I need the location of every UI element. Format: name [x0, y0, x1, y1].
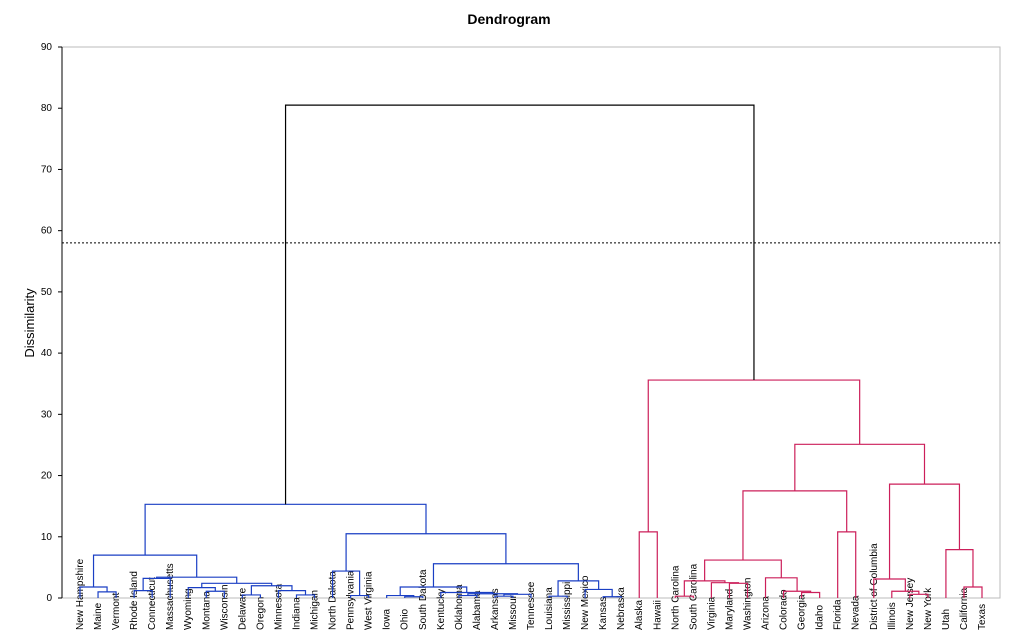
link	[345, 533, 507, 572]
leaf-label: Nevada	[851, 595, 862, 630]
leaf-label: Wyoming	[183, 588, 194, 630]
link	[205, 590, 225, 598]
leaf-label: Arkansas	[490, 588, 501, 630]
leaf-label: Indiana	[291, 597, 302, 630]
leaf-label: Illinois	[887, 602, 898, 630]
link	[888, 483, 961, 580]
y-tick-label: 90	[41, 42, 53, 53]
leaf-label: Georgia	[797, 594, 808, 630]
leaf-label: Ohio	[400, 608, 411, 630]
y-tick-label: 60	[41, 226, 53, 237]
link	[764, 577, 798, 598]
link	[92, 554, 198, 587]
leaf-label: Nebraska	[616, 587, 627, 630]
leaf-label: Alaska	[634, 600, 645, 630]
y-tick-label: 30	[41, 409, 53, 420]
link	[782, 590, 812, 598]
y-axis-label: Dissimilarity	[22, 288, 37, 358]
leaf-label: New York	[923, 587, 934, 630]
link	[638, 531, 658, 598]
link	[144, 503, 427, 556]
leaf-label: Colorado	[779, 589, 790, 630]
leaf-label: Idaho	[815, 605, 826, 630]
leaf-label: Connecticut	[147, 577, 158, 630]
leaf-label: Louisiana	[544, 587, 555, 630]
leaf-label: Hawaii	[652, 600, 663, 630]
leaf-label: Montana	[201, 591, 212, 630]
link	[557, 580, 600, 597]
chart-title: Dendrogram	[467, 11, 550, 27]
leaf-label: Alabama	[472, 590, 483, 630]
link	[250, 585, 293, 595]
y-tick-label: 40	[41, 348, 53, 359]
leaf-label: Tennessee	[526, 581, 537, 630]
y-tick-label: 80	[41, 103, 53, 114]
leaf-label: California	[959, 587, 970, 630]
link	[891, 590, 920, 598]
leaf-label: Virginia	[706, 596, 717, 630]
leaf-label: Wisconsin	[219, 584, 230, 630]
leaf-label: Kansas	[598, 597, 609, 630]
leaf-label: Texas	[977, 604, 988, 630]
link	[284, 104, 755, 505]
leaf-label: Oklahoma	[454, 584, 465, 630]
leaf-label: New Jersey	[905, 578, 916, 630]
link	[647, 379, 861, 532]
link	[742, 490, 848, 561]
y-tick-label: 20	[41, 471, 53, 482]
leaf-label: Vermont	[111, 593, 122, 630]
link	[683, 580, 726, 597]
leaf-label: Rhode Island	[129, 571, 140, 630]
plot-frame	[61, 46, 1001, 599]
leaf-label: Florida	[833, 599, 844, 630]
link	[432, 563, 579, 587]
link	[837, 531, 857, 598]
link	[241, 594, 261, 598]
link	[503, 593, 532, 598]
leaf-label: Maine	[93, 602, 104, 630]
leaf-label: Oregon	[255, 597, 266, 630]
leaf-label: West Virginia	[364, 571, 375, 630]
link	[142, 577, 171, 598]
leaf-label: Maryland	[724, 589, 735, 630]
leaf-label: South Dakota	[418, 569, 429, 630]
y-tick-label: 50	[41, 287, 53, 298]
link	[728, 582, 749, 598]
leaf-label: North Dakota	[328, 571, 339, 630]
leaf-label: Pennsylvania	[346, 570, 357, 630]
leaf-label: Delaware	[237, 587, 248, 630]
leaf-label: New Mexico	[580, 575, 591, 630]
y-tick-label: 70	[41, 164, 53, 175]
link	[584, 588, 613, 598]
link	[97, 591, 117, 598]
leaf-label: Utah	[941, 609, 952, 630]
link	[404, 596, 424, 598]
y-tick-label: 0	[46, 593, 52, 604]
leaf-label: Kentucky	[436, 589, 447, 630]
leaf-label: Mississippi	[562, 582, 573, 630]
link	[295, 594, 316, 598]
link	[909, 593, 929, 598]
y-tick-label: 10	[41, 532, 53, 543]
leaf-label: Washington	[742, 578, 753, 630]
leaf-label: Arizona	[761, 596, 772, 630]
leaf-label: Michigan	[310, 590, 321, 630]
link	[201, 582, 273, 588]
link	[602, 596, 622, 598]
leaf-label: Iowa	[382, 608, 393, 630]
leaf-label: Minnesota	[273, 583, 284, 630]
leaf-label: Missouri	[508, 593, 519, 630]
